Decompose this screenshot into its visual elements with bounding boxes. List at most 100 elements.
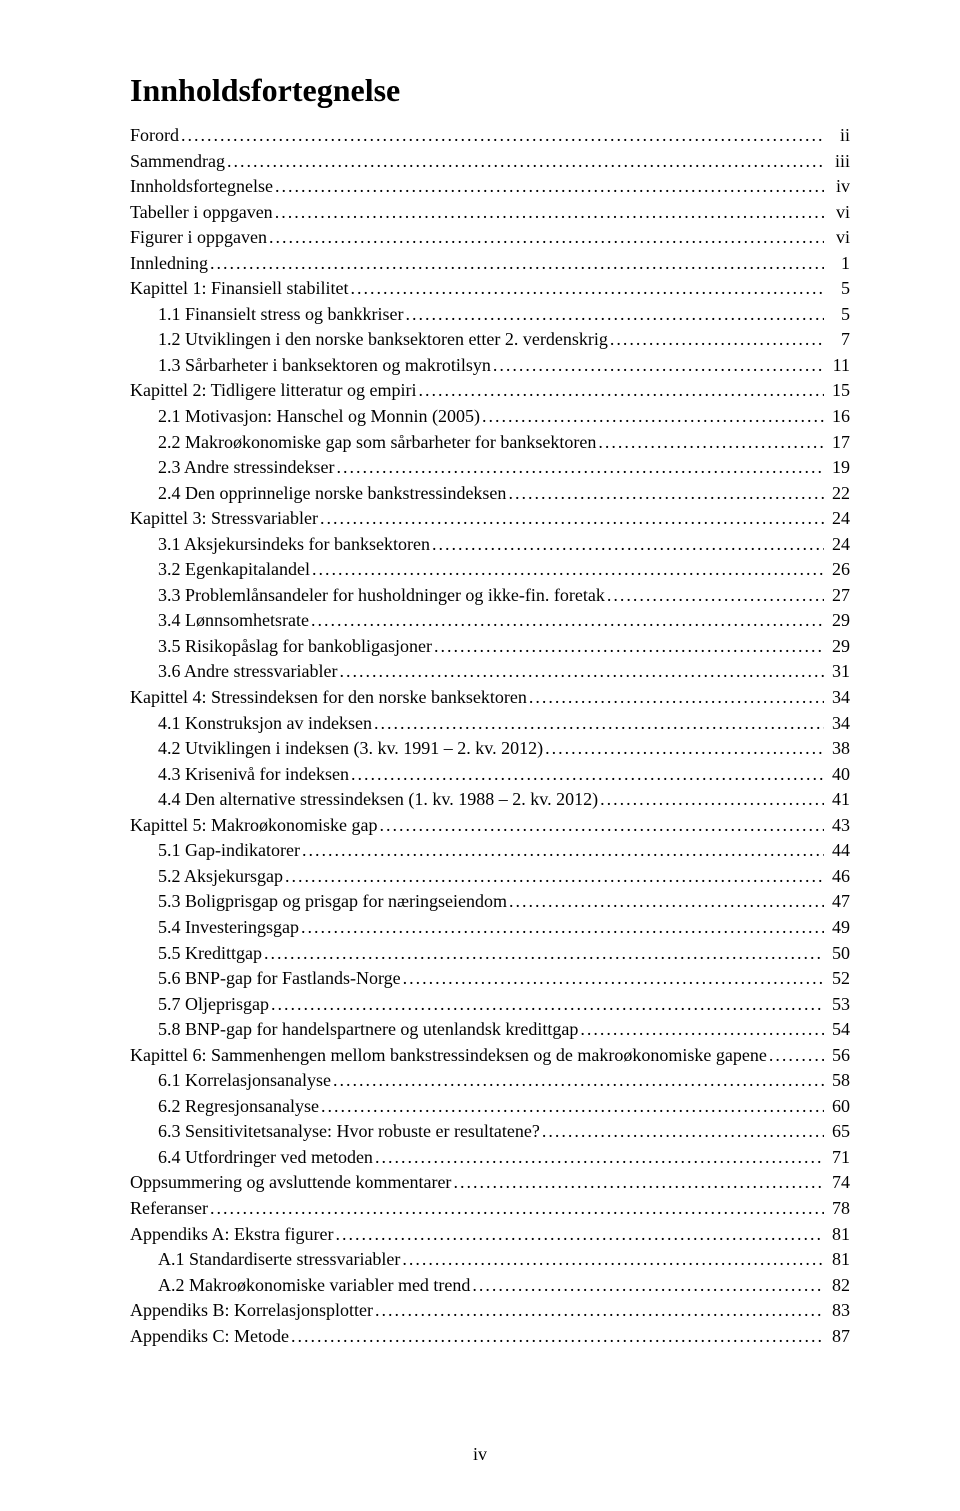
toc-entry: Kapittel 3: Stressvariabler24 — [130, 506, 850, 532]
toc-entry-label: 5.5 Kredittgap — [158, 941, 262, 967]
document-page: Innholdsfortegnelse ForordiiSammendragii… — [0, 0, 960, 1511]
toc-entry: 6.4 Utfordringer ved metoden 71 — [130, 1145, 850, 1171]
toc-leader-dots — [434, 634, 824, 660]
toc-entry-label: 5.8 BNP-gap for handelspartnere og utenl… — [158, 1017, 578, 1043]
toc-entry-label: 4.1 Konstruksjon av indeksen — [158, 711, 372, 737]
toc-entry-label: Appendiks B: Korrelasjonsplotter — [130, 1298, 373, 1324]
toc-entry-page: 19 — [826, 455, 850, 481]
toc-entry: Appendiks A: Ekstra figurer81 — [130, 1222, 850, 1248]
toc-entry: 4.1 Konstruksjon av indeksen 34 — [130, 711, 850, 737]
toc-entry: 1.1 Finansielt stress og bankkriser5 — [130, 302, 850, 328]
toc-entry-page: 34 — [826, 711, 850, 737]
toc-entry-page: 71 — [826, 1145, 850, 1171]
toc-leader-dots — [335, 1222, 824, 1248]
toc-entry-page: 49 — [826, 915, 850, 941]
toc-entry: 5.4 Investeringsgap49 — [130, 915, 850, 941]
toc-leader-dots — [482, 404, 824, 430]
toc-leader-dots — [607, 583, 824, 609]
toc-entry-label: 6.3 Sensitivitetsanalyse: Hvor robuste e… — [158, 1119, 540, 1145]
toc-entry-page: 7 — [826, 327, 850, 353]
toc-entry-label: 3.1 Aksjekursindeks for banksektoren — [158, 532, 430, 558]
toc-entry-label: 6.4 Utfordringer ved metoden — [158, 1145, 373, 1171]
toc-leader-dots — [351, 762, 824, 788]
toc-entry-label: 3.5 Risikopåslag for bankobligasjoner — [158, 634, 432, 660]
toc-entry-label: Kapittel 6: Sammenhengen mellom bankstre… — [130, 1043, 767, 1069]
toc-entry: 6.2 Regresjonsanalyse60 — [130, 1094, 850, 1120]
toc-entry-page: 74 — [826, 1170, 850, 1196]
toc-leader-dots — [545, 736, 824, 762]
toc-leader-dots — [269, 225, 824, 251]
toc-entry: Forordii — [130, 123, 850, 149]
toc-entry-label: 1.1 Finansielt stress og bankkriser — [158, 302, 403, 328]
toc-entry: 5.7 Oljeprisgap53 — [130, 992, 850, 1018]
toc-entry-label: 3.2 Egenkapitalandel — [158, 557, 310, 583]
toc-leader-dots — [610, 327, 824, 353]
toc-entry: Tabeller i oppgavenvi — [130, 200, 850, 226]
toc-entry-label: A.1 Standardiserte stressvariabler — [158, 1247, 400, 1273]
toc-entry-page: 81 — [826, 1222, 850, 1248]
toc-entry: 2.4 Den opprinnelige norske bankstressin… — [130, 481, 850, 507]
toc-leader-dots — [336, 455, 824, 481]
toc-entry-page: 29 — [826, 634, 850, 660]
toc-entry: A.2 Makroøkonomiske variabler med trend 8… — [130, 1273, 850, 1299]
toc-entry-page: 38 — [826, 736, 850, 762]
toc-entry-page: 54 — [826, 1017, 850, 1043]
toc-entry-page: 50 — [826, 941, 850, 967]
toc-entry-label: 5.3 Boligprisgap og prisgap for næringse… — [158, 889, 507, 915]
toc-leader-dots — [275, 200, 824, 226]
toc-entry-page: 83 — [826, 1298, 850, 1324]
toc-entry-label: Referanser — [130, 1196, 208, 1222]
toc-entry-label: Forord — [130, 123, 179, 149]
toc-entry-label: 2.3 Andre stressindekser — [158, 455, 334, 481]
toc-entry-label: A.2 Makroøkonomiske variabler med trend — [158, 1273, 470, 1299]
toc-entry: 1.2 Utviklingen i den norske banksektore… — [130, 327, 850, 353]
toc-leader-dots — [493, 353, 824, 379]
toc-leader-dots — [291, 1324, 824, 1350]
toc-entry-label: 1.2 Utviklingen i den norske banksektore… — [158, 327, 608, 353]
toc-leader-dots — [405, 302, 824, 328]
toc-entry: 3.1 Aksjekursindeks for banksektoren 24 — [130, 532, 850, 558]
toc-leader-dots — [285, 864, 824, 890]
toc-entry-label: 4.3 Krisenivå for indeksen — [158, 762, 349, 788]
toc-entry-label: 5.1 Gap-indikatorer — [158, 838, 300, 864]
toc-leader-dots — [271, 992, 824, 1018]
toc-entry: 4.2 Utviklingen i indeksen (3. kv. 1991 … — [130, 736, 850, 762]
toc-leader-dots — [210, 251, 824, 277]
toc-entry-page: 47 — [826, 889, 850, 915]
toc-entry: Innholdsfortegnelseiv — [130, 174, 850, 200]
toc-leader-dots — [181, 123, 824, 149]
toc-entry-page: 60 — [826, 1094, 850, 1120]
toc-leader-dots — [472, 1273, 824, 1299]
toc-entry-page: vi — [826, 200, 850, 226]
page-title: Innholdsfortegnelse — [130, 72, 850, 109]
toc-entry-page: 24 — [826, 532, 850, 558]
toc-leader-dots — [529, 685, 824, 711]
toc-entry-page: 1 — [826, 251, 850, 277]
toc-entry: Appendiks C: Metode87 — [130, 1324, 850, 1350]
toc-entry: Oppsummering og avsluttende kommentarer7… — [130, 1170, 850, 1196]
toc-leader-dots — [375, 1298, 824, 1324]
toc-entry-page: 82 — [826, 1273, 850, 1299]
toc-leader-dots — [339, 659, 824, 685]
toc-entry-page: 27 — [826, 583, 850, 609]
toc-leader-dots — [320, 506, 824, 532]
toc-leader-dots — [301, 915, 824, 941]
toc-entry-label: Appendiks C: Metode — [130, 1324, 289, 1350]
toc-entry-label: 3.3 Problemlånsandeler for husholdninger… — [158, 583, 605, 609]
toc-leader-dots — [210, 1196, 824, 1222]
toc-leader-dots — [311, 608, 824, 634]
toc-leader-dots — [374, 711, 824, 737]
toc-entry: 5.3 Boligprisgap og prisgap for næringse… — [130, 889, 850, 915]
toc-leader-dots — [542, 1119, 824, 1145]
toc-entry: Figurer i oppgavenvi — [130, 225, 850, 251]
toc-entry-label: Kapittel 4: Stressindeksen for den norsk… — [130, 685, 527, 711]
toc-leader-dots — [302, 838, 824, 864]
toc-leader-dots — [769, 1043, 824, 1069]
toc-entry-label: 6.1 Korrelasjonsanalyse — [158, 1068, 331, 1094]
toc-entry: 2.3 Andre stressindekser 19 — [130, 455, 850, 481]
toc-entry-page: 34 — [826, 685, 850, 711]
toc-entry: Kapittel 4: Stressindeksen for den norsk… — [130, 685, 850, 711]
toc-leader-dots — [375, 1145, 824, 1171]
toc-entry: 3.4 Lønnsomhetsrate29 — [130, 608, 850, 634]
toc-entry: 3.2 Egenkapitalandel26 — [130, 557, 850, 583]
